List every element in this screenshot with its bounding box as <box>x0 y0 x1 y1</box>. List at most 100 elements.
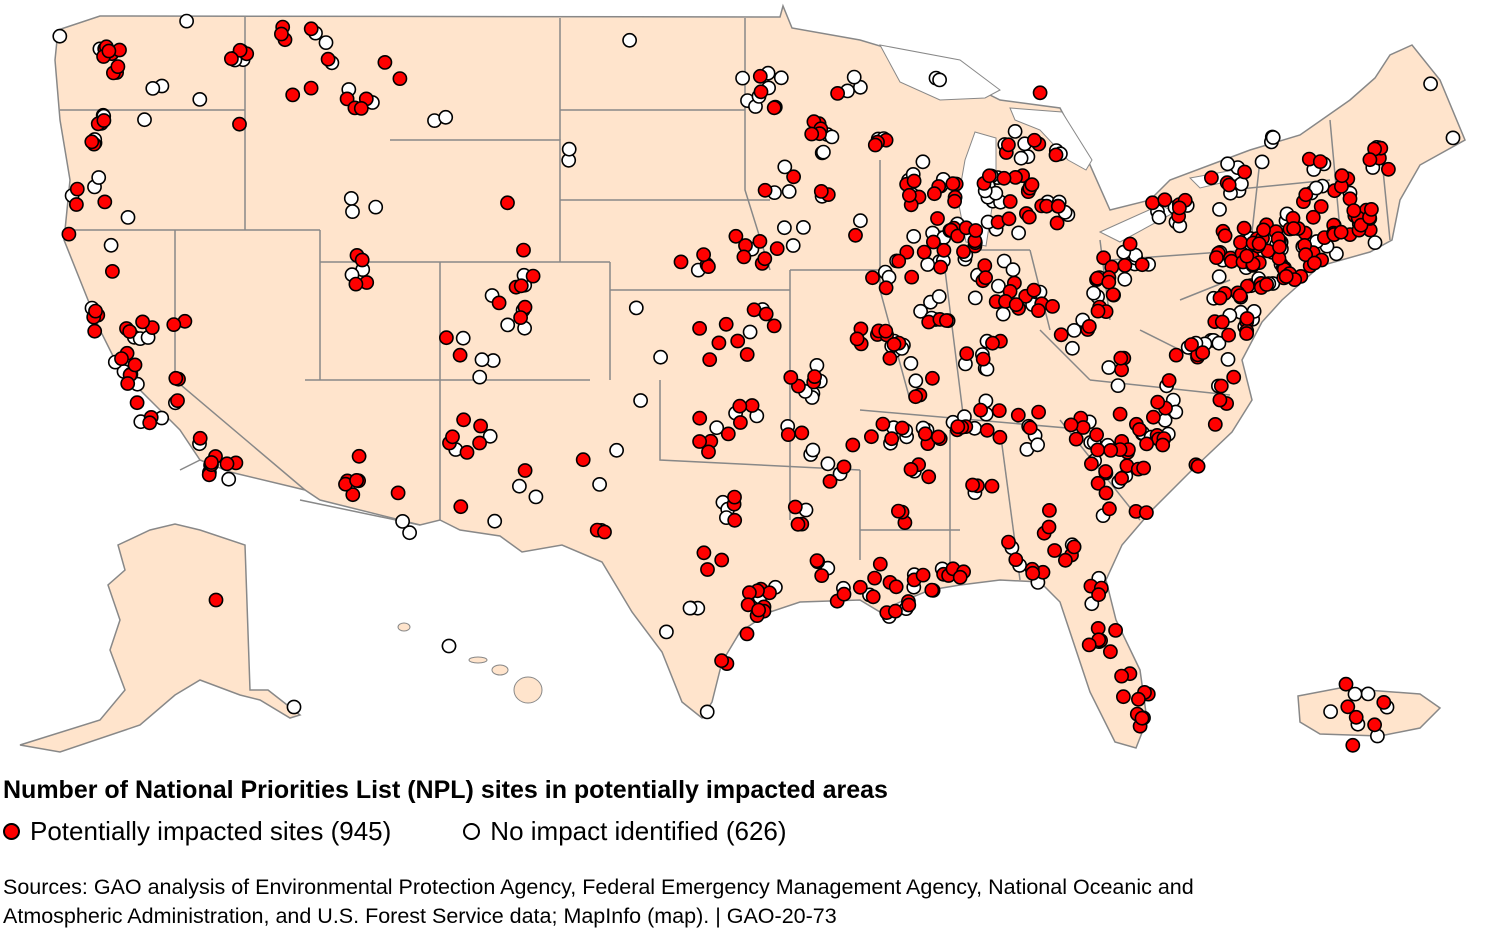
state-border <box>859 409 1091 431</box>
impacted-site-marker <box>1286 221 1301 236</box>
impacted-site-marker <box>977 258 993 273</box>
impacted-site-marker <box>975 351 991 367</box>
impacted-site-marker <box>692 434 707 449</box>
impacted-site-marker <box>849 331 865 347</box>
impacted-site-marker <box>1146 409 1161 425</box>
impacted-site-marker <box>836 459 852 475</box>
impacted-site-marker <box>804 126 820 142</box>
no-impact-site-marker <box>368 199 384 215</box>
impacted-site-marker <box>320 51 336 67</box>
impacted-site-marker <box>1002 194 1018 209</box>
impacted-site-marker <box>354 252 370 268</box>
impacted-site-marker <box>1031 404 1046 420</box>
impacted-site-marker <box>1089 427 1104 443</box>
impacted-site-marker <box>1022 420 1038 436</box>
impacted-site-marker <box>135 314 150 330</box>
impacted-site-marker <box>1150 394 1166 410</box>
no-impact-site-marker <box>903 355 919 371</box>
impacted-site-marker <box>88 303 103 319</box>
impacted-site-marker <box>1098 485 1114 501</box>
impacted-site-marker <box>1026 282 1042 298</box>
impacted-site-marker <box>303 21 319 37</box>
impacted-site-marker <box>1113 350 1129 366</box>
impacted-site-marker <box>1376 695 1392 710</box>
no-impact-site-marker <box>777 159 793 175</box>
legend: Potentially impacted sites (945) No impa… <box>3 816 859 847</box>
impacted-site-marker <box>867 137 883 153</box>
impacted-site-marker <box>142 415 158 431</box>
impacted-site-marker <box>978 270 993 286</box>
impacted-site-marker <box>1090 303 1106 319</box>
impacted-site-marker <box>1010 407 1026 423</box>
impacted-site-marker <box>491 295 507 311</box>
impacted-site-marker <box>753 84 769 100</box>
no-impact-site-marker <box>512 478 527 494</box>
impacted-site-marker <box>1172 200 1187 216</box>
impacted-site-marker <box>728 228 744 244</box>
no-impact-site-marker <box>318 35 334 50</box>
impacted-site-marker <box>1131 691 1146 707</box>
impacted-site-marker <box>597 524 612 540</box>
no-impact-site-marker <box>967 290 983 306</box>
impacted-site-marker <box>208 592 224 608</box>
sources-note: Sources: GAO analysis of Environmental P… <box>3 873 1194 931</box>
impacted-site-marker <box>456 412 471 428</box>
legend-item-no-impact: No impact identified (626) <box>463 816 787 847</box>
no-impact-site-marker <box>659 624 674 640</box>
no-impact-site-marker <box>402 525 417 541</box>
impacted-site-marker <box>1226 369 1242 385</box>
impacted-site-marker <box>696 545 712 561</box>
impacted-site-marker <box>1116 689 1131 705</box>
no-impact-site-marker <box>622 32 637 48</box>
no-impact-site-marker <box>1013 150 1029 166</box>
no-impact-site-marker <box>781 184 797 199</box>
no-impact-site-marker <box>455 330 471 346</box>
no-impact-site-marker <box>441 638 457 654</box>
impacted-site-marker <box>1058 552 1073 568</box>
impacted-site-marker <box>1108 623 1123 638</box>
impacted-site-marker <box>985 335 1000 351</box>
impacted-site-marker <box>1190 458 1206 474</box>
impacted-site-marker <box>794 425 810 441</box>
impacted-site-marker <box>790 516 806 532</box>
impacted-site-marker <box>353 101 369 116</box>
no-impact-site-marker <box>472 369 488 385</box>
impacted-site-marker <box>945 176 961 192</box>
impacted-site-marker <box>882 350 898 366</box>
impacted-site-marker <box>1239 311 1255 326</box>
impacted-site-marker <box>1333 224 1349 240</box>
impacted-site-marker <box>807 369 822 384</box>
impacted-site-marker <box>739 626 755 642</box>
impacted-site-marker <box>899 244 915 260</box>
impacted-site-marker <box>947 193 962 209</box>
hawaii-island-kauai <box>397 622 411 632</box>
impacted-site-marker <box>872 556 888 572</box>
impacted-site-marker <box>1346 203 1362 218</box>
impacted-site-marker <box>114 351 129 366</box>
impacted-site-marker <box>223 51 239 67</box>
open-circle-icon <box>463 823 481 840</box>
impacted-site-marker <box>1251 236 1267 252</box>
impacted-site-marker <box>865 589 881 605</box>
impacted-site-marker <box>1212 290 1228 306</box>
no-impact-site-marker <box>52 28 68 44</box>
hawaii <box>397 622 543 704</box>
impacted-site-marker <box>232 116 247 132</box>
hawaii-island-molokai <box>468 656 488 664</box>
no-impact-site-marker <box>633 393 648 408</box>
impacted-site-marker <box>830 86 845 101</box>
impacted-site-marker <box>891 253 907 269</box>
impacted-site-marker <box>1084 456 1099 472</box>
npl-sites-map <box>19 3 1466 753</box>
no-impact-site-marker <box>932 72 947 88</box>
impacted-site-marker <box>170 393 185 408</box>
impacted-site-marker <box>517 463 533 478</box>
no-impact-site-marker <box>699 704 715 720</box>
no-impact-site-marker <box>561 141 577 157</box>
impacted-site-marker <box>1049 215 1065 231</box>
impacted-site-marker <box>746 302 762 318</box>
impacted-site-marker <box>959 346 975 361</box>
no-impact-site-marker <box>609 442 624 458</box>
impacted-site-marker <box>809 553 825 569</box>
no-impact-site-marker <box>773 70 789 86</box>
